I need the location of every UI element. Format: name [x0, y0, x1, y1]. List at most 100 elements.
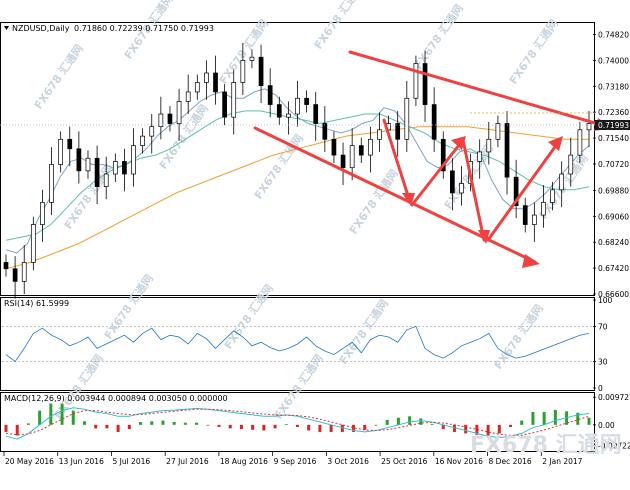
candle-body [12, 268, 18, 282]
fx678-watermark: FX678 汇通网 [337, 297, 391, 367]
macd-histogram-bar [161, 420, 165, 425]
candle-body [140, 135, 145, 146]
candle-body [450, 170, 455, 194]
macd-histogram-bar [296, 424, 299, 427]
lower-trendline-arrowhead [522, 254, 540, 268]
macd-histogram-bar [284, 424, 288, 425]
macd-histogram-bar [396, 417, 400, 425]
candle-body [322, 123, 328, 140]
macd-histogram-bar [94, 424, 98, 429]
candle-body [176, 101, 182, 124]
price-y-axis: 0.74820 0.74000 0.73180 0.72360 0.71540 0.707… [593, 30, 629, 299]
macd-tick-label: 0.009727 [598, 393, 630, 402]
price-tick-label: 0.74000 [598, 56, 629, 65]
candle-body [276, 104, 282, 118]
fx678-watermark: FX678 汇通网 [157, 102, 211, 172]
macd-histogram-bar [116, 424, 120, 432]
fx678-watermark: FX678 汇通网 [312, 0, 366, 52]
candle-body [185, 91, 191, 102]
candle-body [40, 202, 45, 225]
candle-body [413, 63, 419, 99]
brand-watermark: FX678 汇通网 [470, 433, 622, 458]
candle-body [358, 145, 364, 156]
macd-histogram-bar [520, 420, 524, 425]
candle-body [377, 129, 382, 140]
macd-histogram-bar [251, 424, 255, 430]
macd-histogram-bar [239, 424, 243, 430]
candle-body [531, 214, 537, 225]
price-tick-label: 0.67420 [598, 264, 629, 273]
macd-histogram-bar [273, 424, 277, 429]
candle-body [513, 176, 519, 206]
drop-arrow-1-head [402, 193, 415, 206]
macd-histogram-bar [509, 424, 513, 427]
candle-body [204, 72, 209, 83]
macd-histogram-bar [195, 422, 199, 425]
macd-histogram-bar [441, 424, 445, 430]
x-tick-label: 13 Jun 2016 [59, 457, 104, 466]
candle-body [267, 85, 273, 105]
rsi-tick-label: 100 [598, 296, 613, 305]
macd-histogram-bar [318, 424, 322, 432]
rsi-title: RSI(14) 61.5999 [4, 299, 69, 308]
macd-histogram-bar [172, 422, 176, 425]
candle-body [21, 262, 27, 282]
macd-histogram-bar [475, 424, 479, 435]
price-tick-label: 0.72360 [598, 108, 629, 117]
macd-histogram-bar [82, 421, 86, 425]
drop-arrow-1 [382, 118, 412, 204]
macd-histogram-bar [497, 424, 501, 434]
macd-histogram-bar [127, 424, 131, 430]
candle-body [395, 123, 401, 140]
macd-histogram-bar [206, 424, 210, 426]
candle-body [112, 161, 118, 175]
ohlc-label: 0.71860 0.72239 0.71750 0.71993 [74, 24, 214, 33]
macd-histogram-bar [49, 403, 53, 425]
macd-histogram-bar [374, 424, 378, 426]
candle-body [486, 138, 492, 153]
macd-histogram-bar [105, 424, 109, 429]
rsi-panel-frame [0, 297, 595, 391]
candle-body [522, 205, 528, 225]
candle-body [340, 154, 346, 169]
macd-histogram-bar [60, 403, 64, 425]
title-dropdown-icon[interactable] [4, 26, 9, 30]
rise-arrow-1 [410, 138, 465, 207]
candle-body [495, 123, 501, 140]
price-tick-label: 0.69060 [598, 212, 629, 221]
macd-histogram-bar [183, 422, 187, 425]
candle-body [222, 91, 227, 118]
fx678-watermark: FX678 汇通网 [412, 2, 466, 72]
symbol-label: NZDUSD,Daily [12, 24, 70, 33]
macd-histogram-bar [419, 418, 423, 425]
macd-tick-label: -0.007228 [598, 441, 630, 450]
macd-tick-label: 0.00 [598, 421, 615, 430]
candle-body [541, 202, 546, 216]
candle-body [30, 224, 36, 263]
candle-body [349, 145, 355, 169]
x-tick-label: 20 May 2016 [5, 457, 54, 466]
x-tick-label: 8 Dec 2016 [489, 457, 532, 466]
macd-signal-line [5, 408, 590, 436]
x-tick-label: 2 Jan 2017 [542, 457, 582, 466]
rise-arrow-2-head [548, 136, 563, 151]
macd-histogram-bar [139, 422, 143, 425]
fx678-watermark: FX678 汇通网 [32, 42, 86, 112]
macd-histogram-bar [430, 424, 434, 425]
candle-body [58, 138, 64, 165]
candle-body [158, 113, 164, 128]
macd-histogram-bar [363, 424, 367, 430]
macd-histogram-bar [329, 424, 333, 432]
macd-title: MACD(12,26,9) 0.003944 0.000894 0.003050… [4, 394, 228, 403]
candle-body [577, 129, 583, 156]
candle-body [550, 189, 555, 203]
candles [3, 42, 592, 299]
macd-histogram-bar [486, 424, 490, 436]
rsi-y-axis: 100 70 30 0 [593, 296, 613, 393]
candle-body [213, 72, 218, 93]
macd-histogram-bar [587, 417, 591, 425]
macd-histogram-bar [408, 416, 412, 425]
candle-body [304, 97, 309, 105]
price-tick-label: 0.69880 [598, 186, 629, 195]
macd-histogram-bar [531, 412, 535, 425]
